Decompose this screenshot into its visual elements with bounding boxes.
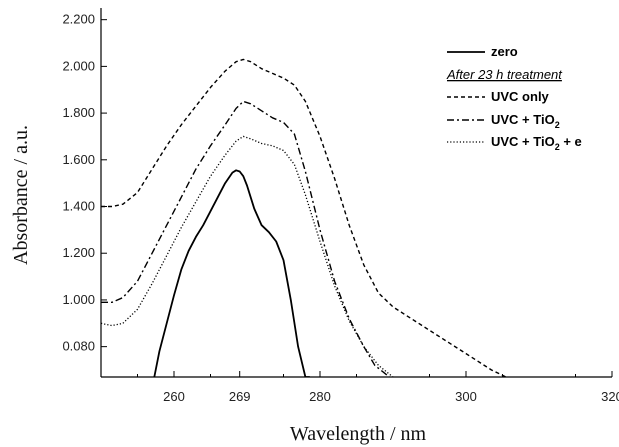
y-axis-title: Absorbance / a.u. bbox=[10, 125, 32, 265]
y-tick-label: 1.000 bbox=[62, 292, 95, 307]
series-line-1 bbox=[101, 58, 507, 377]
x-tick-label: 280 bbox=[309, 389, 331, 404]
plot-area: 0.080 1.000 1.200 1.400 1.600 1.800 2.000 2.200… bbox=[62, 8, 619, 404]
series-line-0 bbox=[153, 169, 310, 377]
x-axis-title: Wavelength / nm bbox=[290, 423, 427, 445]
x-tick-label: 260 bbox=[163, 389, 185, 404]
series-line-3 bbox=[101, 135, 394, 377]
legend-label-0: zero bbox=[491, 44, 518, 59]
x-tick-label: 269 bbox=[229, 389, 251, 404]
legend-label-2: UVC + TiO2 bbox=[491, 112, 560, 130]
y-tick-label: 1.600 bbox=[62, 152, 95, 167]
legend-label-1: UVC only bbox=[491, 89, 550, 104]
y-tick-label: 1.200 bbox=[62, 245, 95, 260]
series-group bbox=[101, 58, 507, 377]
y-tick-group: 0.080 1.000 1.200 1.400 1.600 1.800 2.000 2.200 bbox=[62, 12, 107, 354]
series-line-2 bbox=[101, 100, 390, 377]
legend: zero After 23 h treatment UVC only UVC + Ti… bbox=[446, 44, 582, 152]
legend-note: After 23 h treatment bbox=[446, 67, 563, 82]
legend-label-3: UVC + TiO2 + e bbox=[491, 134, 582, 152]
x-tick-label: 320 bbox=[601, 389, 619, 404]
y-tick-label: 1.800 bbox=[62, 105, 95, 120]
y-tick-label: 2.200 bbox=[62, 12, 95, 27]
x-tick-label: 300 bbox=[455, 389, 477, 404]
x-tick-group: 260 269 280 300 320 bbox=[137, 371, 619, 404]
y-tick-label: 2.000 bbox=[62, 58, 95, 73]
y-tick-label: 1.400 bbox=[62, 199, 95, 214]
y-tick-label: 0.080 bbox=[62, 339, 95, 354]
